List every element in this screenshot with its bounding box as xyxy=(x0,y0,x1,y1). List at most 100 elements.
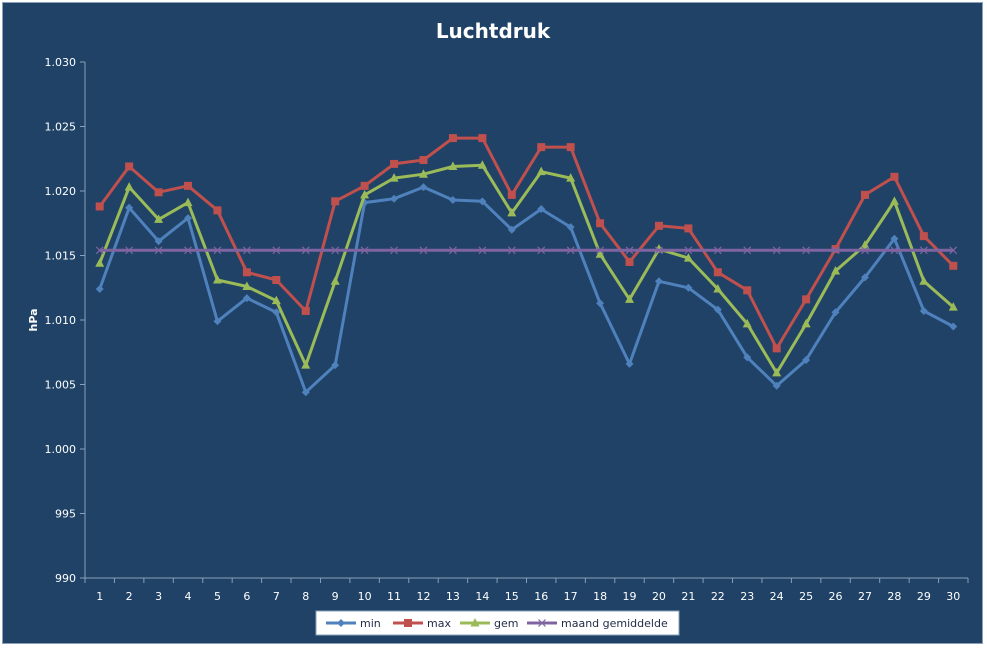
data-point-gem xyxy=(242,281,252,290)
x-tick-label: 17 xyxy=(564,590,578,603)
data-point-maand-gemiddelde xyxy=(919,246,928,255)
y-tick-label: 1.020 xyxy=(45,185,77,198)
data-point-max xyxy=(448,134,457,143)
data-point-max xyxy=(331,197,340,206)
data-point-maand-gemiddelde xyxy=(655,246,663,255)
data-point-max xyxy=(654,221,663,230)
data-point-max xyxy=(537,143,546,152)
data-point-min xyxy=(213,317,222,326)
data-point-maand-gemiddelde xyxy=(301,246,310,255)
chart-title: Luchtdruk xyxy=(436,19,551,43)
x-tick-label: 5 xyxy=(214,590,221,603)
data-point-maand-gemiddelde xyxy=(684,246,693,255)
data-point-gem xyxy=(860,240,870,249)
data-point-max xyxy=(684,224,693,233)
x-tick-label: 11 xyxy=(387,590,401,603)
data-point-max xyxy=(213,206,222,215)
y-tick-label: 1.015 xyxy=(45,250,77,263)
x-marker-stroke xyxy=(184,246,192,255)
y-axis-label: hPa xyxy=(27,308,40,331)
data-point-min xyxy=(625,359,634,368)
data-point-min xyxy=(566,223,575,232)
data-point-max xyxy=(596,219,605,228)
data-point-gem xyxy=(183,197,193,207)
data-point-gem xyxy=(625,294,635,303)
data-point-min xyxy=(390,194,399,203)
data-point-min xyxy=(331,361,340,370)
data-point-gem xyxy=(566,173,576,182)
series-gem xyxy=(95,160,958,377)
data-point-gem xyxy=(948,302,958,311)
data-point-gem xyxy=(831,265,841,275)
data-point-maand-gemiddelde xyxy=(331,246,340,255)
x-tick-label: 4 xyxy=(185,590,192,603)
data-point-gem xyxy=(448,161,458,170)
data-point-maand-gemiddelde xyxy=(360,246,369,255)
legend-box xyxy=(315,610,680,636)
series-max xyxy=(95,134,958,353)
y-tick-label: 1.010 xyxy=(45,314,77,327)
data-point-min xyxy=(743,353,752,362)
data-point-maand-gemiddelde xyxy=(184,246,192,255)
data-point-max xyxy=(95,202,104,211)
data-point-min xyxy=(596,299,605,308)
data-point-gem xyxy=(742,318,752,328)
x-tick-label: 26 xyxy=(829,590,843,603)
y-tick-label: 1.005 xyxy=(45,379,77,392)
x-tick-label: 14 xyxy=(475,590,489,603)
legend-entry-gem: gem xyxy=(460,617,518,630)
data-point-maand-gemiddelde xyxy=(419,246,428,255)
data-point-max xyxy=(566,143,575,152)
x-marker-stroke xyxy=(802,246,811,255)
data-point-gem xyxy=(889,196,899,205)
data-point-maand-gemiddelde xyxy=(743,246,752,255)
data-point-maand-gemiddelde xyxy=(861,246,869,255)
x-marker-stroke xyxy=(419,246,428,255)
data-point-gem xyxy=(95,258,105,267)
x-marker-stroke xyxy=(655,246,663,255)
data-point-maand-gemiddelde xyxy=(125,246,134,255)
x-marker-stroke xyxy=(537,246,546,255)
data-point-min xyxy=(448,196,457,205)
data-point-gem xyxy=(536,166,546,176)
x-marker-stroke xyxy=(95,246,104,255)
data-point-maand-gemiddelde xyxy=(272,246,281,255)
x-marker-stroke xyxy=(919,246,928,255)
data-point-maand-gemiddelde xyxy=(213,246,222,255)
x-marker-stroke xyxy=(331,246,340,255)
data-point-max xyxy=(919,232,928,241)
data-point-max xyxy=(478,134,487,143)
x-marker-stroke xyxy=(448,246,457,255)
x-marker-stroke xyxy=(772,246,781,255)
data-point-min xyxy=(242,294,251,303)
data-point-max xyxy=(272,276,281,285)
data-point-min xyxy=(478,197,487,206)
legend-label: min xyxy=(360,617,381,630)
data-point-max xyxy=(625,257,634,266)
x-marker-stroke xyxy=(213,246,222,255)
data-point-max xyxy=(890,172,899,181)
x-tick-label: 16 xyxy=(534,590,548,603)
x-tick-label: 1 xyxy=(96,590,103,603)
x-tick-label: 23 xyxy=(740,590,754,603)
data-point-min xyxy=(949,322,958,331)
legend-label: max xyxy=(427,617,451,630)
x-tick-label: 3 xyxy=(155,590,162,603)
x-marker-stroke xyxy=(684,246,693,255)
x-tick-label: 6 xyxy=(243,590,250,603)
x-marker-stroke xyxy=(154,246,163,255)
data-point-maand-gemiddelde xyxy=(831,246,840,255)
data-point-gem xyxy=(919,276,929,285)
data-point-gem xyxy=(389,173,399,182)
data-point-min xyxy=(713,305,722,314)
data-point-max xyxy=(507,190,516,199)
legend: min max gem maand gemiddelde xyxy=(315,610,680,636)
legend-marker xyxy=(470,618,480,627)
x-marker-stroke xyxy=(831,246,840,255)
data-point-max xyxy=(390,159,399,168)
x-tick-label: 25 xyxy=(799,590,813,603)
x-tick-label: 21 xyxy=(681,590,695,603)
series-line-gem xyxy=(98,163,955,375)
x-tick-label: 24 xyxy=(770,590,784,603)
data-point-max xyxy=(242,268,251,277)
